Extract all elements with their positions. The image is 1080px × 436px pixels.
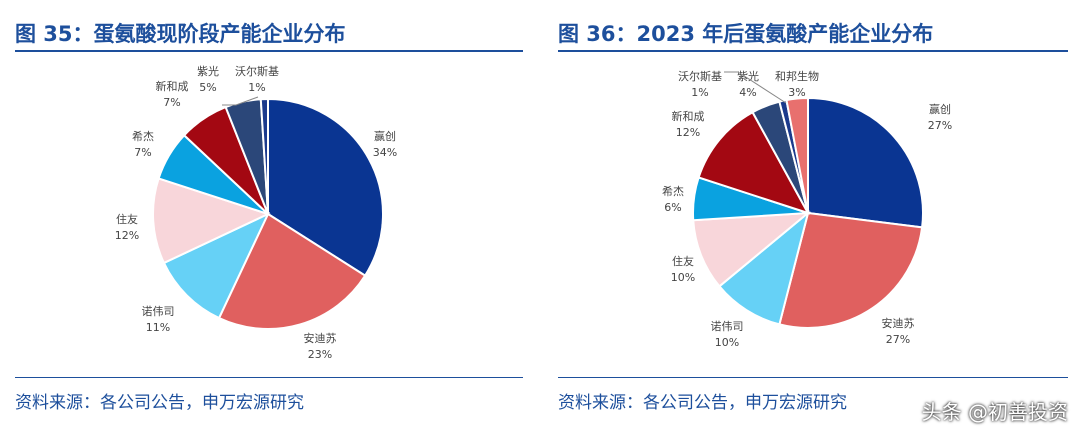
slice-value-label: 10% bbox=[671, 271, 695, 284]
source-note: 资料来源：各公司公告，申万宏源研究 bbox=[558, 393, 847, 413]
slice-category-label: 安迪苏 bbox=[304, 331, 337, 345]
slice-value-label: 7% bbox=[134, 146, 151, 159]
pie-slice bbox=[778, 211, 924, 329]
slice-value-label: 1% bbox=[691, 86, 708, 99]
pie-slice bbox=[697, 110, 811, 215]
pie-slice bbox=[785, 96, 809, 214]
title-divider bbox=[15, 50, 523, 52]
slice-value-label: 6% bbox=[664, 201, 681, 214]
watermark: 头条 @初善投资 bbox=[921, 400, 1068, 424]
pie-slice bbox=[259, 97, 269, 215]
slice-category-label: 和邦生物 bbox=[775, 69, 819, 83]
slice-value-label: 3% bbox=[788, 86, 805, 99]
slice-category-label: 诺伟司 bbox=[142, 305, 175, 318]
slice-value-label: 27% bbox=[928, 119, 952, 132]
slice-value-label: 5% bbox=[199, 81, 216, 94]
chart-title-36: 图 36：2023 年后蛋氨酸产能企业分布 bbox=[558, 22, 934, 46]
slice-category-label: 赢创 bbox=[374, 129, 396, 143]
slice-value-label: 12% bbox=[115, 229, 139, 242]
pie-slice bbox=[152, 177, 271, 265]
pie-slice bbox=[717, 210, 810, 326]
slice-value-label: 10% bbox=[715, 336, 739, 349]
slice-category-label: 沃尔斯基 bbox=[235, 65, 279, 78]
slice-category-label: 新和成 bbox=[672, 109, 705, 123]
slice-value-label: 23% bbox=[308, 348, 332, 361]
source-note: 资料来源：各公司公告，申万宏源研究 bbox=[15, 393, 304, 413]
slice-category-label: 赢创 bbox=[929, 102, 951, 116]
slice-category-label: 沃尔斯基 bbox=[678, 70, 722, 83]
leader-line bbox=[222, 96, 259, 106]
slice-category-label: 紫光 bbox=[197, 64, 219, 78]
pie-slice bbox=[807, 96, 924, 229]
slice-category-label: 住友 bbox=[116, 212, 138, 226]
chart-title-35: 图 35：蛋氨酸现阶段产能企业分布 bbox=[15, 22, 346, 46]
slice-value-label: 4% bbox=[739, 86, 756, 99]
footer-divider bbox=[558, 377, 1068, 378]
slice-value-label: 7% bbox=[163, 96, 180, 109]
slice-category-label: 希杰 bbox=[132, 129, 154, 143]
slice-category-label: 紫光 bbox=[737, 69, 759, 83]
slice-category-label: 新和成 bbox=[156, 79, 189, 93]
leader-line bbox=[724, 71, 787, 104]
pie-slice bbox=[692, 211, 812, 288]
slice-value-label: 1% bbox=[248, 81, 265, 94]
slice-value-label: 12% bbox=[676, 126, 700, 139]
slice-value-label: 11% bbox=[146, 321, 170, 334]
pie-slice bbox=[162, 211, 271, 320]
slice-value-label: 34% bbox=[373, 146, 397, 159]
slice-category-label: 安迪苏 bbox=[882, 316, 915, 330]
slice-category-label: 住友 bbox=[672, 254, 694, 268]
title-divider bbox=[558, 50, 1068, 52]
slice-category-label: 希杰 bbox=[662, 184, 684, 198]
slice-value-label: 27% bbox=[886, 333, 910, 346]
slice-category-label: 诺伟司 bbox=[711, 320, 744, 333]
footer-divider bbox=[15, 377, 523, 378]
